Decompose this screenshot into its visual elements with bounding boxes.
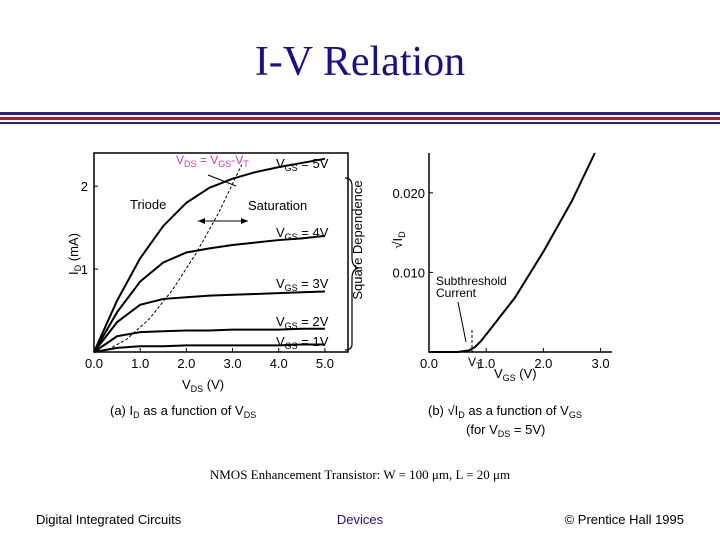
panel-a-triode-label: Triode	[130, 197, 166, 212]
panel-b-ylabel: √ID	[390, 231, 407, 249]
panel-b-caption: (b) √ID as a function of VGS	[428, 403, 582, 420]
panel-a-xtick-label: 4.0	[270, 356, 288, 371]
panel-b-current-label: Current	[436, 286, 477, 300]
panel-b-xtick-label: 0.0	[420, 356, 438, 371]
panel-a-frame	[93, 152, 349, 353]
panel-a-boundary-label-1: VDS = VGS-VT	[176, 153, 249, 169]
footer-topic: Devices	[336, 512, 384, 527]
panel-a-arrowhead-left	[198, 218, 205, 224]
panel-a-xtick-label: 1.0	[131, 356, 149, 371]
panel-b-subthreshold-arrow	[457, 301, 467, 343]
panel-a-ytick-label: 1	[81, 262, 88, 277]
panel-a-series-label: VGS = 4V	[276, 225, 329, 242]
panel-a-caption: (a) ID as a function of VDS	[110, 403, 256, 420]
panel-b-xtick-label: 3.0	[592, 356, 610, 371]
panel-a-series-label: VGS = 3V	[276, 276, 329, 293]
panel-a-arrowhead-right	[241, 218, 248, 224]
panel-b-xlabel: VGS (V)	[494, 366, 537, 383]
page-title: I-V Relation	[254, 39, 466, 85]
panel-a-series-3v	[93, 290, 325, 353]
panel-b-xtick-label: 2.0	[534, 356, 552, 371]
panel-a-square-bracket	[344, 177, 360, 351]
panel-b-sqrt-id-line	[429, 152, 596, 353]
footer-course: Digital Integrated Circuits	[36, 512, 182, 527]
title-rule-bottom	[0, 122, 720, 124]
footer-copyright: © Prentice Hall 1995	[564, 512, 684, 527]
panel-b-subthreshold-label: Subthreshold	[436, 274, 507, 288]
panel-a-xtick-label: 0.0	[85, 356, 103, 371]
panel-a-boundary-arrow	[207, 174, 237, 187]
panel-b-caption-2: (for VDS = 5V)	[466, 422, 545, 439]
panel-a-square-label: Square Dependence	[350, 180, 365, 299]
panel-a-series-2v	[93, 327, 325, 353]
panel-b-axes	[428, 153, 612, 353]
panel-a-series-4v	[93, 234, 326, 353]
panel-a-series-label: VGS = 2V	[276, 314, 329, 331]
panel-a-saturation-label: Saturation	[248, 198, 307, 213]
panel-a-xtick-label: 3.0	[224, 356, 242, 371]
title-rule-top	[0, 112, 720, 115]
panel-a-series-label: VGS = 5V	[276, 156, 329, 173]
transistor-note: NMOS Enhancement Transistor: W = 100 μm,…	[209, 467, 511, 482]
panel-a-series-1v	[93, 343, 325, 353]
panel-a-xlabel: VDS (V)	[182, 377, 224, 394]
panel-a-xtick-label: 2.0	[177, 356, 195, 371]
panel-a-xtick-label: 5.0	[316, 356, 334, 371]
title-rule-middle	[0, 117, 720, 120]
panel-a-series-5v	[93, 157, 326, 353]
panel-b-vt-label: VT	[468, 355, 482, 371]
panel-a-series-label: VGS = 1V	[276, 334, 329, 351]
panel-b-ytick-label: 0.020	[392, 186, 425, 201]
panel-b-xtick-label: 1.0	[477, 356, 495, 371]
panel-a-ytick-label: 2	[81, 179, 88, 194]
panel-a-boundary-line	[107, 164, 243, 350]
panel-b-ytick-label: 0.010	[392, 265, 425, 280]
panel-a-ylabel: ID (mA)	[66, 233, 83, 275]
